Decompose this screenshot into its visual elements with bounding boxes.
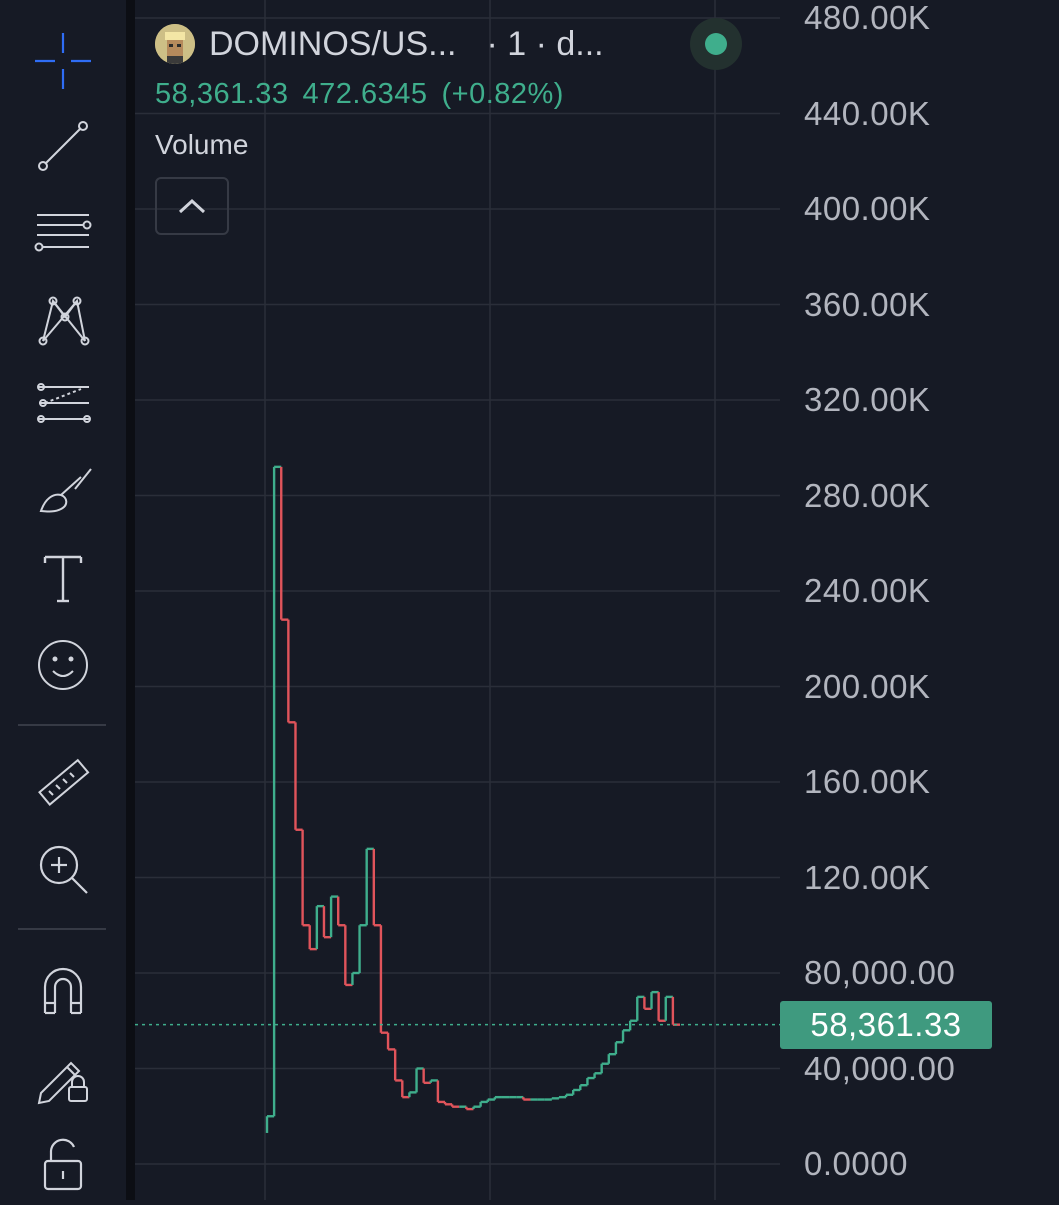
toolbar-divider bbox=[126, 0, 135, 1200]
last-price-label: 58,361.33 bbox=[780, 1000, 992, 1049]
market-status-indicator[interactable] bbox=[690, 18, 742, 70]
toolbar-separator bbox=[18, 928, 106, 930]
toolbar-separator bbox=[18, 724, 106, 726]
emoji-icon[interactable] bbox=[22, 624, 104, 706]
price-tick-label: 480.00K bbox=[804, 0, 931, 36]
ruler-icon[interactable] bbox=[22, 742, 104, 824]
change-value: 472.6345 bbox=[302, 78, 428, 110]
symbol-avatar[interactable] bbox=[155, 24, 195, 64]
zoom-in-icon[interactable] bbox=[22, 828, 104, 910]
magnet-icon[interactable] bbox=[22, 948, 104, 1030]
price-tick-label: 120.00K bbox=[804, 858, 931, 896]
volume-indicator-label[interactable]: Volume bbox=[155, 129, 249, 160]
price-tick-label: 360.00K bbox=[804, 285, 931, 323]
horizontal-lines-icon[interactable] bbox=[22, 192, 104, 274]
price-tick-label: 440.00K bbox=[804, 94, 931, 132]
brush-icon[interactable] bbox=[22, 450, 104, 532]
symbol-title[interactable]: DOMINOS/US... bbox=[209, 24, 457, 63]
interval-label[interactable]: · 1 · d... bbox=[486, 24, 604, 63]
collapse-legend-button[interactable] bbox=[155, 177, 229, 235]
pattern-icon[interactable] bbox=[22, 278, 104, 360]
trend-line-icon[interactable] bbox=[22, 105, 104, 187]
crosshair-icon[interactable] bbox=[22, 20, 104, 102]
ohlc-values: 58,361.33 472.6345 (+0.82%) bbox=[155, 78, 604, 111]
chevron-up-icon bbox=[178, 198, 206, 214]
price-tick-label: 40,000.00 bbox=[804, 1049, 956, 1087]
drawing-toolbar bbox=[0, 0, 126, 1200]
text-icon[interactable] bbox=[22, 536, 104, 618]
price-tick-label: 0.0000 bbox=[804, 1145, 908, 1182]
lock-drawings-icon[interactable] bbox=[22, 1034, 104, 1116]
price-chart[interactable] bbox=[135, 0, 780, 1200]
price-tick-label: 320.00K bbox=[804, 381, 931, 418]
price-axis[interactable] bbox=[780, 0, 1059, 1200]
price-tick-label: 280.00K bbox=[804, 476, 931, 514]
status-dot bbox=[705, 33, 727, 55]
last-price-value: 58,361.33 bbox=[155, 78, 289, 110]
price-tick-label: 80,000.00 bbox=[804, 954, 956, 991]
price-tick-label: 160.00K bbox=[804, 763, 931, 800]
price-tick-label: 200.00K bbox=[804, 667, 931, 705]
change-percent: (+0.82%) bbox=[441, 78, 564, 110]
price-tick-label: 400.00K bbox=[804, 190, 931, 227]
unlock-icon[interactable] bbox=[22, 1122, 104, 1204]
chart-legend: DOMINOS/US... · 1 · d... 58,361.33 472.63… bbox=[155, 18, 604, 235]
fib-projection-icon[interactable] bbox=[22, 364, 104, 446]
chart-pane[interactable] bbox=[135, 0, 780, 1200]
price-tick-label: 240.00K bbox=[804, 572, 931, 609]
